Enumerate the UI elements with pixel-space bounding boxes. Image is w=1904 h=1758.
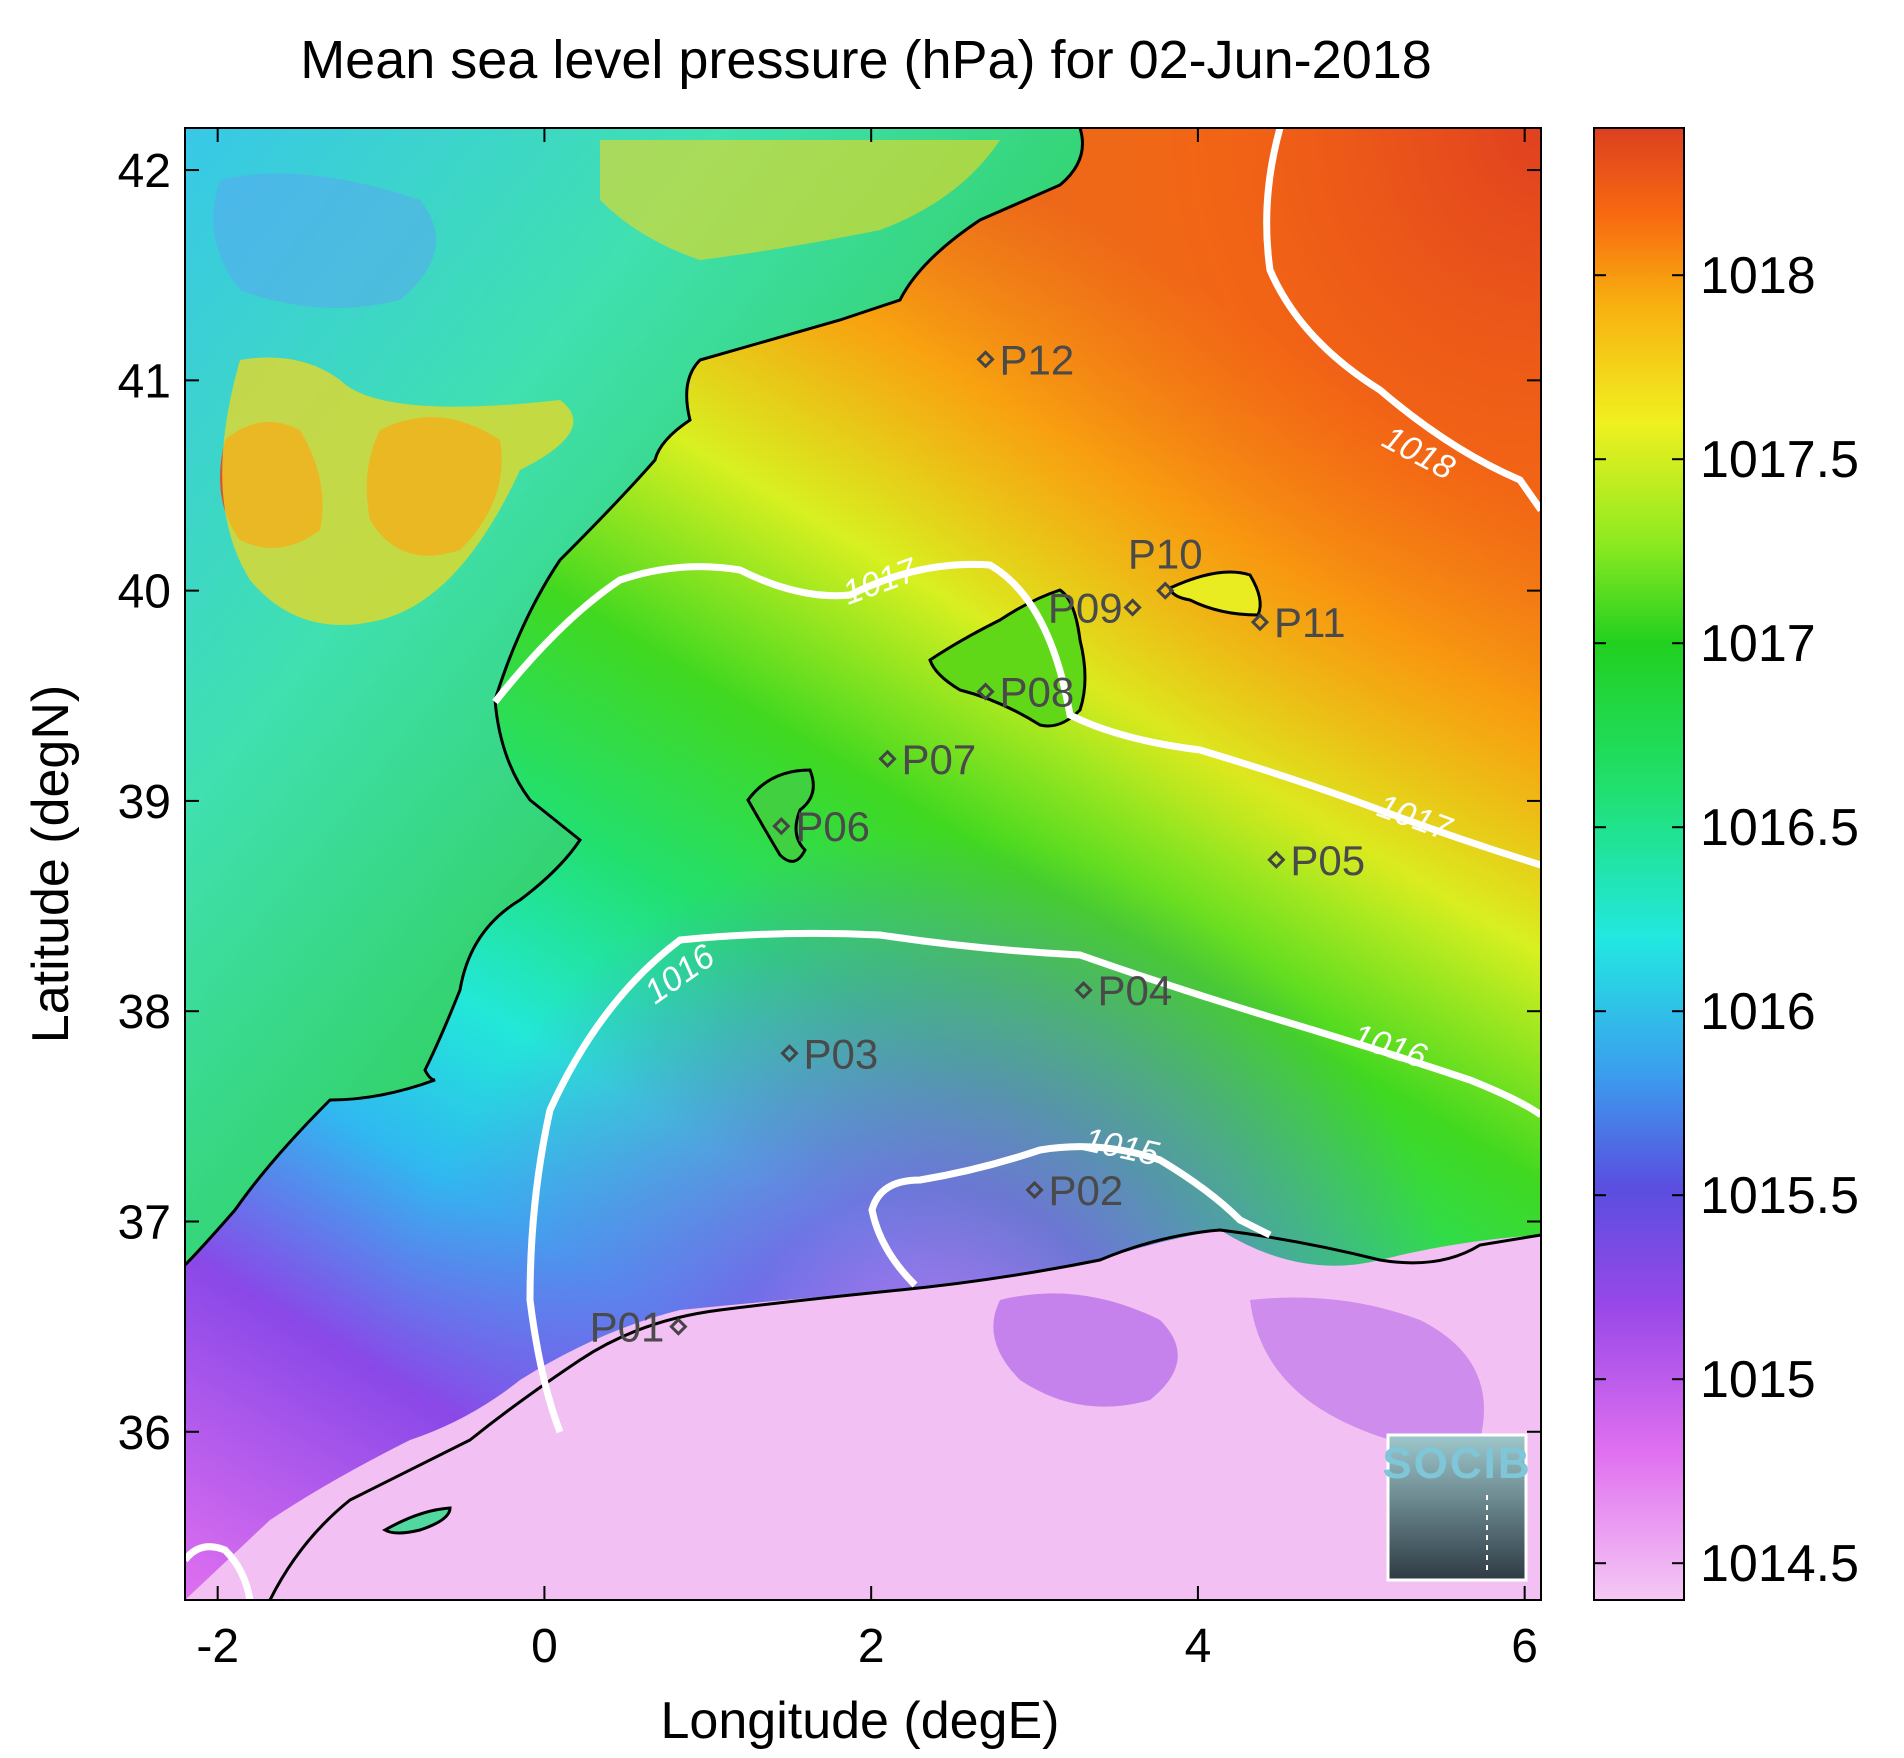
africa-coastline (268, 1228, 1541, 1600)
colorbar-gradient (1593, 127, 1685, 1601)
station-diamond-icon (1074, 981, 1093, 1000)
station-label: P07 (902, 736, 977, 783)
colorbar-tick-label: 1015.5 (1700, 1167, 1859, 1225)
colorbar-tick-label: 1016.5 (1700, 799, 1859, 857)
chart-title: Mean sea level pressure (hPa) for 02-Jun… (300, 30, 1432, 90)
y-tick-label: 38 (118, 986, 171, 1039)
plot-frame (184, 127, 1542, 1601)
colorbar-tick-label: 1018 (1700, 247, 1816, 305)
station-p11: P11 (1250, 599, 1346, 646)
station-label: P09 (1048, 584, 1123, 631)
y-axis-label: Latitude (degN) (22, 685, 80, 1043)
mountain-patch (222, 357, 574, 625)
station-label: P02 (1049, 1167, 1124, 1214)
y-tick-label: 40 (118, 566, 171, 619)
station-diamond-icon (1267, 850, 1286, 869)
station-p09: P09 (1048, 584, 1142, 631)
africa-texture (993, 1293, 1178, 1407)
colorbar-ticks: 1014.5 1015 1015.5 1016 1016.5 1017 1017.5 1018 (1594, 247, 1859, 1593)
x-axis-ticks: -2 0 2 4 6 (196, 128, 1538, 1673)
station-label: P11 (1274, 599, 1346, 646)
station-label: P05 (1290, 837, 1365, 884)
station-label: P12 (1000, 336, 1075, 383)
contour-1016 (526, 929, 1541, 1434)
station-label: P03 (803, 1030, 878, 1077)
station-p02: P02 (1025, 1167, 1124, 1214)
station-p01: P01 (590, 1304, 688, 1351)
socib-logo-text: SOCIB (1382, 1439, 1531, 1488)
colorbar-tick-label: 1014.5 (1700, 1535, 1859, 1593)
y-tick-label: 42 (118, 145, 171, 198)
station-p10: P10 (1128, 531, 1203, 600)
station-p12: P12 (976, 336, 1075, 383)
station-p06: P06 (772, 803, 870, 850)
station-label: P06 (795, 803, 870, 850)
menorca-island (1168, 570, 1262, 617)
station-label: P10 (1128, 531, 1203, 578)
station-p04: P04 (1074, 967, 1173, 1014)
y-axis-ticks: 36 37 38 39 40 41 42 (118, 145, 1541, 1460)
station-diamond-icon (1025, 1180, 1044, 1200)
x-tick-label: 4 (1185, 1620, 1212, 1673)
colorbar: 1014.5 1015 1015.5 1016 1016.5 1017 1017.5 1018 (1593, 127, 1859, 1601)
ibiza-island (746, 768, 815, 863)
station-diamond-icon (1123, 598, 1142, 617)
y-tick-label: 36 (118, 1407, 171, 1460)
contour-1016-corner (185, 1543, 254, 1600)
station-diamond-icon (976, 682, 995, 701)
colorbar-tick-label: 1017.5 (1700, 431, 1859, 489)
station-p05: P05 (1267, 837, 1365, 884)
map-plot-area: 1018 1017 1017 1016 1016 1015 P01P02P03P… (185, 128, 1541, 1600)
colorbar-tick-label: 1015 (1700, 1351, 1816, 1409)
x-axis-label: Longitude (degE) (661, 1692, 1060, 1750)
station-diamond-icon (976, 350, 995, 369)
station-diamond-icon (1250, 613, 1270, 632)
mountain-patch (213, 173, 436, 308)
station-p07: P07 (878, 736, 977, 783)
colorbar-tick-label: 1016 (1700, 983, 1816, 1041)
contour-1018 (1263, 128, 1541, 513)
station-diamond-icon (878, 749, 897, 768)
station-diamond-icon (772, 817, 791, 836)
mallorca-island (928, 588, 1087, 728)
alboran-island (382, 1506, 452, 1535)
station-label: P01 (590, 1304, 665, 1351)
iberia-coastline (185, 128, 1084, 1267)
x-tick-label: 0 (531, 1620, 558, 1673)
y-tick-label: 41 (118, 355, 171, 408)
colorbar-tick-label: 1017 (1700, 615, 1816, 673)
mountain-patch (600, 140, 1000, 260)
africa-texture (1250, 1297, 1484, 1447)
x-tick-label: 2 (858, 1620, 885, 1673)
y-tick-label: 37 (118, 1196, 171, 1249)
station-diamond-icon (1156, 581, 1175, 600)
station-label: P08 (1000, 669, 1075, 716)
x-tick-label: 6 (1511, 1620, 1538, 1673)
station-p03: P03 (780, 1030, 878, 1077)
contour-1015 (868, 1143, 1272, 1288)
station-p08: P08 (976, 669, 1075, 716)
station-diamond-icon (669, 1317, 688, 1336)
station-label: P04 (1098, 967, 1173, 1014)
x-tick-label: -2 (196, 1620, 239, 1673)
socib-logo: SOCIB (1382, 1433, 1531, 1582)
y-tick-label: 39 (118, 776, 171, 829)
station-diamond-icon (780, 1044, 799, 1063)
africa-land (185, 1230, 1541, 1600)
contour-1017 (492, 560, 1541, 869)
